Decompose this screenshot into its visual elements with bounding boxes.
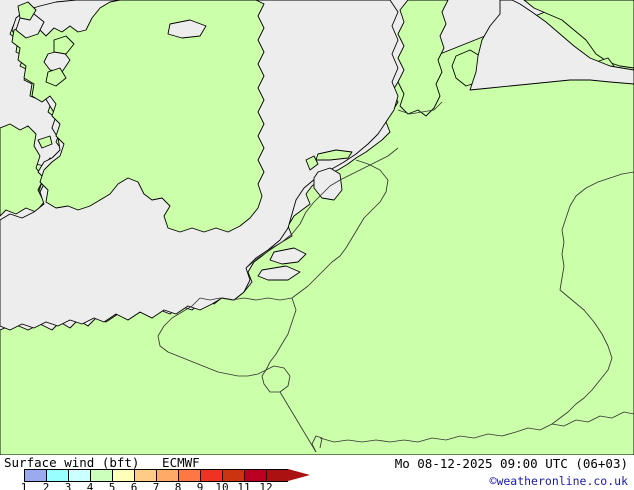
landmass-mull [45,67,67,87]
national-borders [157,101,634,453]
landmass-skye [53,35,75,55]
water-ijsselmeer [313,167,343,201]
tick-label-3: 3 [64,481,72,490]
legend-bar: Surface wind (bft) ECMWF 1 2 3 4 5 6 7 8 [0,455,634,490]
wind-color-scale [24,469,310,482]
scale-cell-5 [112,469,134,482]
border-france-germany [279,391,317,453]
copyright-notice: ©weatheronline.co.uk [489,474,628,488]
tick-label-12: 12 [259,481,273,490]
border-netherlands-belgium [199,297,293,301]
scale-cell-10 [222,469,244,482]
map-coastline-group [11,0,265,233]
tick-label-4: 4 [86,481,94,490]
map-svg[interactable] [0,0,634,455]
scale-cell-11 [244,469,266,482]
border-luxembourg [261,365,291,393]
border-belgium-france [157,297,267,377]
scale-cell-8 [178,469,200,482]
coastline-continental-north [245,147,399,269]
landmass-outer-hebrides [17,1,37,21]
tick-label-10: 10 [215,481,229,490]
sea-moray-firth [167,19,207,39]
border-germany-denmark [397,101,443,115]
scale-tick-labels: 1 2 3 4 5 6 7 8 9 10 11 12 [0,482,330,490]
scale-cell-3 [68,469,90,482]
border-netherlands-germany [291,159,389,299]
tick-label-5: 5 [108,481,116,490]
border-germany-poland [559,171,634,291]
tick-label-2: 2 [42,481,50,490]
scale-cell-6 [134,469,156,482]
scale-cell-12 [266,469,288,482]
landmass-anglesey [37,135,53,149]
landmass-texel [305,155,319,171]
forecast-timestamp: Mo 08-12-2025 09:00 UTC (06+03) [394,456,628,471]
border-france-switzerland [311,435,323,453]
sea-baltic [469,0,634,91]
landmass-great-britain-main [11,0,265,233]
tick-label-11: 11 [237,481,251,490]
border-belgium-germany [265,297,297,371]
scale-arrow-icon [288,469,310,481]
tick-label-9: 9 [196,481,204,490]
border-germany-austria [515,411,634,433]
legend-title: Surface wind (bft) ECMWF [4,455,200,470]
scale-cell-4 [90,469,112,482]
tick-label-1: 1 [20,481,28,490]
water-zeeland-estuaries [269,247,307,265]
scale-cell-1 [24,469,46,482]
landmass-southern-sweden [523,0,634,69]
water-scheldt [257,265,301,281]
map-canvas[interactable] [0,0,634,455]
scale-cell-2 [46,469,68,482]
tick-label-8: 8 [174,481,182,490]
tick-label-6: 6 [130,481,138,490]
scale-cell-9 [200,469,222,482]
tick-label-7: 7 [152,481,160,490]
border-germany-switzerland [319,431,517,443]
scale-cell-7 [156,469,178,482]
border-germany-czech [551,289,613,425]
landmass-jutland [397,0,449,117]
